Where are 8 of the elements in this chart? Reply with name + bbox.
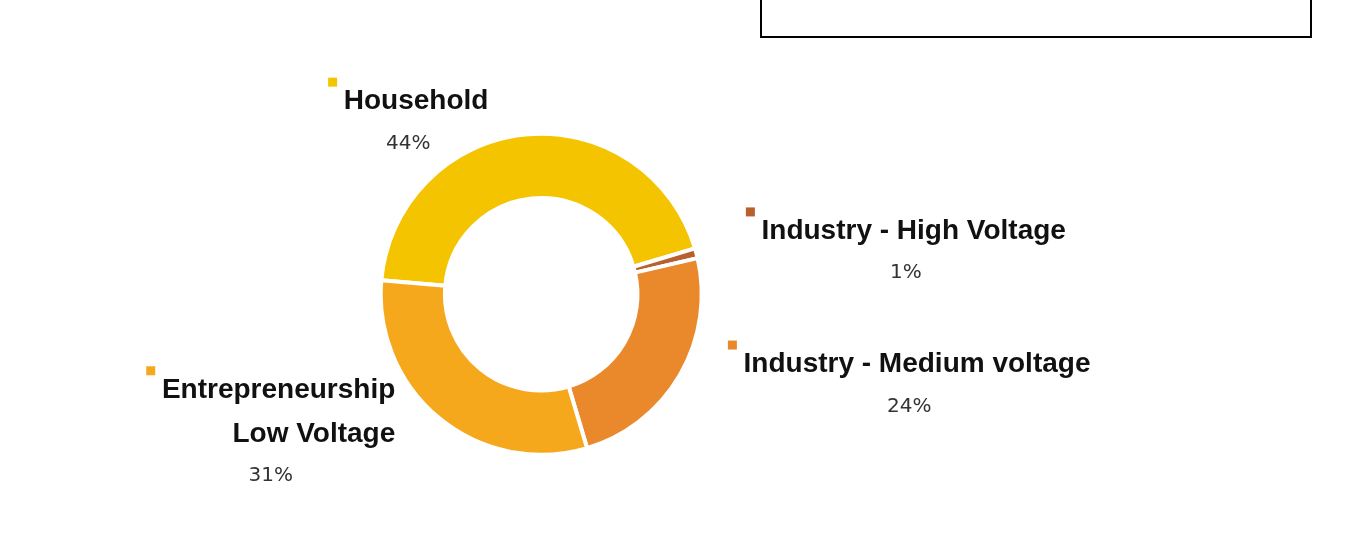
legend-label: Entrepreneurship Low Voltage <box>161 372 396 448</box>
data-label: 44% <box>386 129 431 154</box>
legend-label: Household <box>343 84 489 116</box>
data-label: 1% <box>890 259 922 284</box>
data-label: 31% <box>248 462 293 487</box>
data-label: 24% <box>886 392 932 417</box>
legend-label: Industry - High Voltage <box>761 213 1066 245</box>
legend-label: Industry - Medium voltage <box>743 347 1091 379</box>
